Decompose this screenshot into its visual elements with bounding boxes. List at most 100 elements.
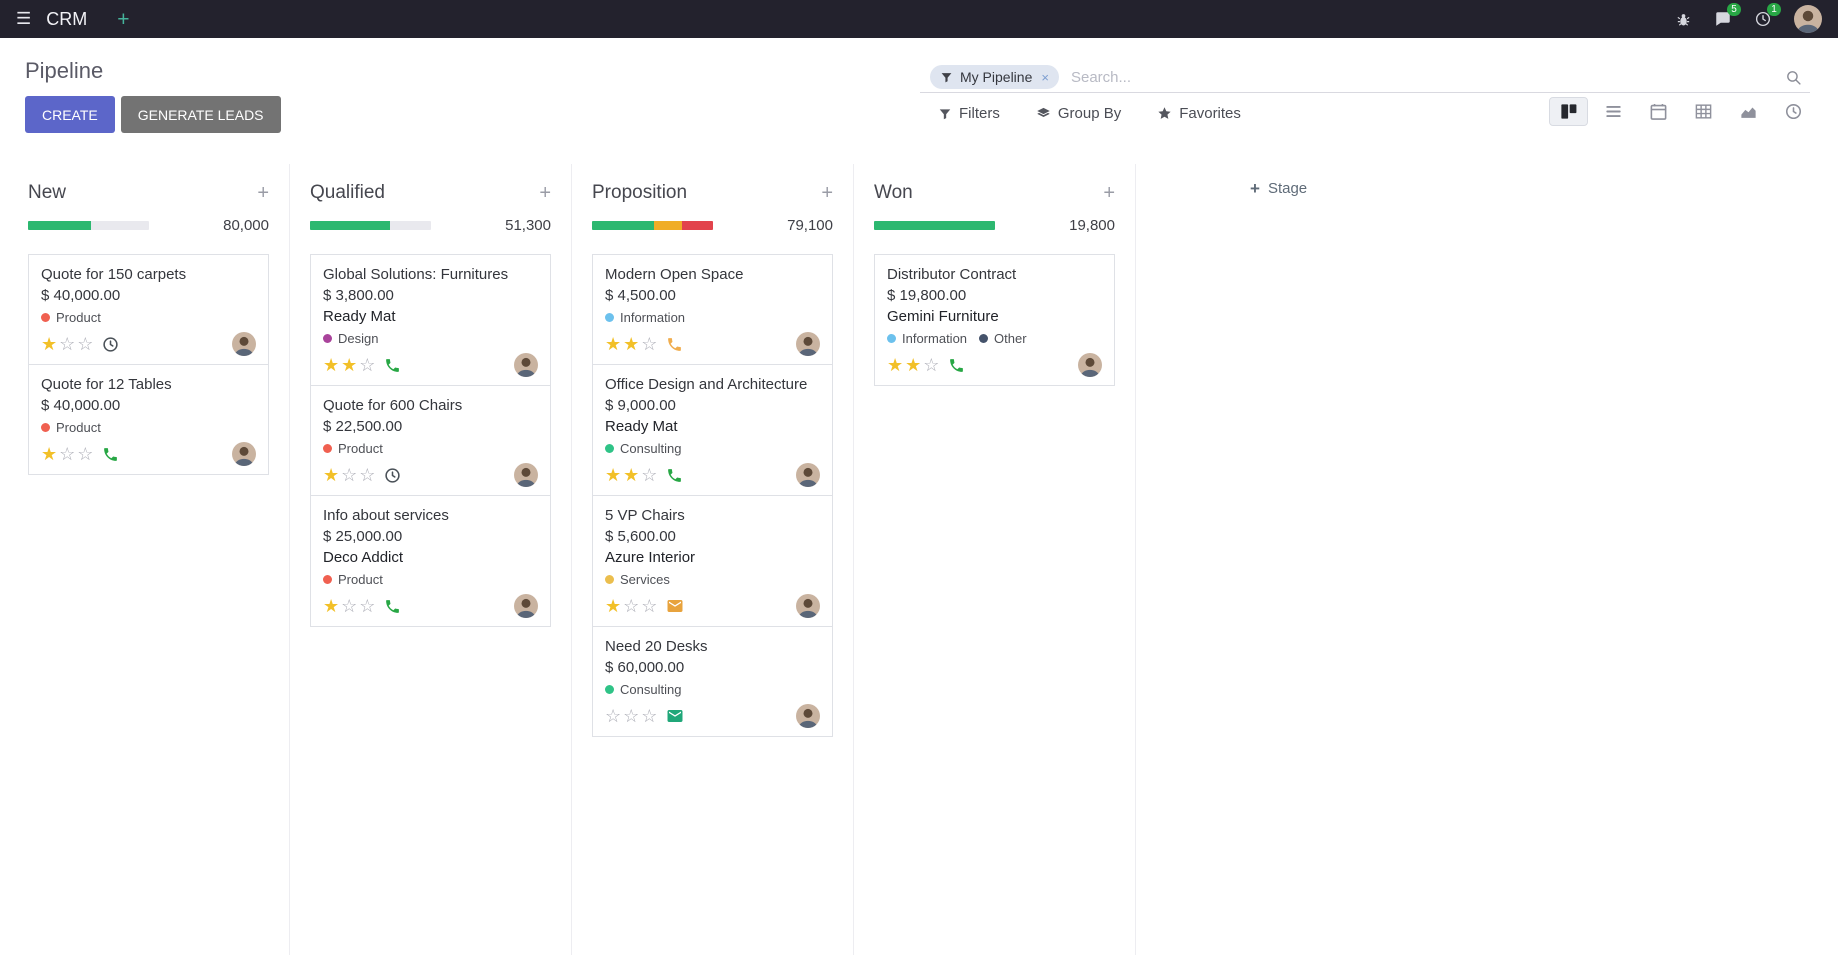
priority-stars[interactable]: ★ ☆ ☆	[605, 597, 659, 615]
view-kanban-button[interactable]	[1549, 97, 1588, 126]
kanban-card[interactable]: Office Design and Architecture $ 9,000.00…	[592, 364, 833, 496]
search-input[interactable]	[1070, 68, 1785, 86]
priority-stars[interactable]: ★ ☆ ☆	[41, 445, 95, 463]
column-progressbar[interactable]	[592, 221, 713, 230]
priority-star-1[interactable]: ☆	[605, 706, 622, 726]
priority-stars[interactable]: ★ ☆ ☆	[323, 466, 377, 484]
priority-star-2[interactable]: ★	[905, 355, 922, 375]
view-pivot-button[interactable]	[1685, 98, 1722, 125]
priority-star-2[interactable]: ★	[341, 355, 358, 375]
priority-stars[interactable]: ★ ★ ☆	[323, 356, 377, 374]
kanban-card[interactable]: Need 20 Desks $ 60,000.00 Consulting ☆ ☆ ☆	[592, 626, 833, 737]
priority-stars[interactable]: ★ ☆ ☆	[41, 335, 95, 353]
quick-add-icon[interactable]: +	[117, 7, 130, 31]
activity-phone-icon[interactable]	[666, 467, 683, 484]
debug-icon[interactable]	[1675, 11, 1692, 28]
priority-star-1[interactable]: ★	[323, 465, 340, 485]
progress-segment-danger[interactable]	[681, 221, 713, 230]
add-card-icon[interactable]: +	[821, 181, 833, 204]
priority-star-1[interactable]: ★	[323, 596, 340, 616]
add-card-icon[interactable]: +	[1103, 181, 1115, 204]
activity-phone-icon[interactable]	[102, 446, 119, 463]
priority-star-1[interactable]: ★	[605, 465, 622, 485]
progress-segment-success[interactable]	[28, 221, 91, 230]
progress-segment-warning[interactable]	[653, 221, 682, 230]
salesperson-avatar[interactable]	[1078, 353, 1102, 377]
kanban-card[interactable]: Global Solutions: Furnitures $ 3,800.00 Re…	[310, 254, 551, 386]
priority-star-2[interactable]: ☆	[59, 444, 76, 464]
kanban-card[interactable]: 5 VP Chairs $ 5,600.00 Azure Interior Servi…	[592, 495, 833, 627]
messages-icon[interactable]: 5	[1714, 3, 1741, 28]
priority-star-1[interactable]: ★	[605, 334, 622, 354]
salesperson-avatar[interactable]	[796, 704, 820, 728]
add-card-icon[interactable]: +	[257, 181, 269, 204]
priority-star-2[interactable]: ★	[623, 465, 640, 485]
salesperson-avatar[interactable]	[796, 463, 820, 487]
app-name[interactable]: CRM	[46, 8, 88, 29]
kanban-card[interactable]: Quote for 12 Tables $ 40,000.00 Product ★ ☆ ☆	[28, 364, 269, 475]
column-progressbar[interactable]	[874, 221, 995, 230]
generate-leads-button[interactable]: GENERATE LEADS	[120, 96, 281, 133]
activity-phone-icon[interactable]	[384, 598, 401, 615]
column-title[interactable]: Qualified	[310, 181, 385, 203]
priority-star-2[interactable]: ☆	[623, 706, 640, 726]
priority-star-1[interactable]: ★	[41, 334, 58, 354]
priority-star-2[interactable]: ☆	[341, 596, 358, 616]
priority-star-1[interactable]: ★	[41, 444, 58, 464]
priority-star-3[interactable]: ☆	[77, 334, 94, 354]
kanban-card[interactable]: Quote for 600 Chairs $ 22,500.00 Product ★ ☆…	[310, 385, 551, 496]
create-button[interactable]: CREATE	[25, 96, 115, 133]
favorites-button[interactable]: Favorites	[1157, 105, 1241, 122]
priority-stars[interactable]: ★ ☆ ☆	[323, 597, 377, 615]
priority-star-3[interactable]: ☆	[359, 596, 376, 616]
activity-phone-icon[interactable]	[384, 357, 401, 374]
priority-star-3[interactable]: ☆	[641, 706, 658, 726]
kanban-card[interactable]: Quote for 150 carpets $ 40,000.00 Product ★…	[28, 254, 269, 365]
progress-segment-success[interactable]	[874, 221, 995, 230]
kanban-card[interactable]: Modern Open Space $ 4,500.00 Information ★ ★…	[592, 254, 833, 365]
priority-star-2[interactable]: ☆	[623, 596, 640, 616]
view-activity-button[interactable]	[1775, 98, 1812, 125]
priority-star-2[interactable]: ☆	[59, 334, 76, 354]
search-bar[interactable]: My Pipeline ×	[920, 62, 1810, 93]
column-progressbar[interactable]	[28, 221, 149, 230]
view-list-button[interactable]	[1595, 98, 1632, 125]
progress-segment-success[interactable]	[592, 221, 654, 230]
salesperson-avatar[interactable]	[232, 442, 256, 466]
priority-star-3[interactable]: ☆	[359, 465, 376, 485]
priority-star-3[interactable]: ☆	[359, 355, 376, 375]
priority-stars[interactable]: ★ ★ ☆	[605, 335, 659, 353]
priority-stars[interactable]: ☆ ☆ ☆	[605, 707, 659, 725]
priority-star-2[interactable]: ☆	[341, 465, 358, 485]
activities-icon[interactable]: 1	[1754, 3, 1781, 28]
priority-star-3[interactable]: ☆	[923, 355, 940, 375]
apps-menu-icon[interactable]: ☰	[16, 9, 32, 28]
activity-clock-icon[interactable]	[102, 336, 119, 353]
user-avatar[interactable]	[1794, 5, 1822, 33]
priority-star-3[interactable]: ☆	[641, 596, 658, 616]
view-calendar-button[interactable]	[1640, 98, 1677, 125]
priority-star-2[interactable]: ★	[623, 334, 640, 354]
progress-segment-success[interactable]	[310, 221, 390, 230]
activity-envelope-icon[interactable]	[666, 597, 684, 615]
priority-stars[interactable]: ★ ★ ☆	[605, 466, 659, 484]
add-stage-button[interactable]: + Stage	[1250, 180, 1307, 197]
salesperson-avatar[interactable]	[796, 594, 820, 618]
priority-star-3[interactable]: ☆	[641, 465, 658, 485]
activity-envelope-icon[interactable]	[666, 707, 684, 725]
priority-star-3[interactable]: ☆	[641, 334, 658, 354]
column-title[interactable]: Proposition	[592, 181, 688, 203]
priority-star-1[interactable]: ★	[605, 596, 622, 616]
view-graph-button[interactable]	[1730, 98, 1767, 125]
priority-star-1[interactable]: ★	[887, 355, 904, 375]
search-icon[interactable]	[1785, 69, 1802, 86]
salesperson-avatar[interactable]	[796, 332, 820, 356]
column-title[interactable]: New	[28, 181, 67, 203]
salesperson-avatar[interactable]	[514, 594, 538, 618]
activity-clock-icon[interactable]	[384, 467, 401, 484]
group-by-button[interactable]: Group By	[1036, 105, 1121, 122]
salesperson-avatar[interactable]	[514, 353, 538, 377]
kanban-card[interactable]: Distributor Contract $ 19,800.00 Gemini Fu…	[874, 254, 1115, 386]
column-progressbar[interactable]	[310, 221, 431, 230]
activity-phone-icon[interactable]	[666, 336, 683, 353]
